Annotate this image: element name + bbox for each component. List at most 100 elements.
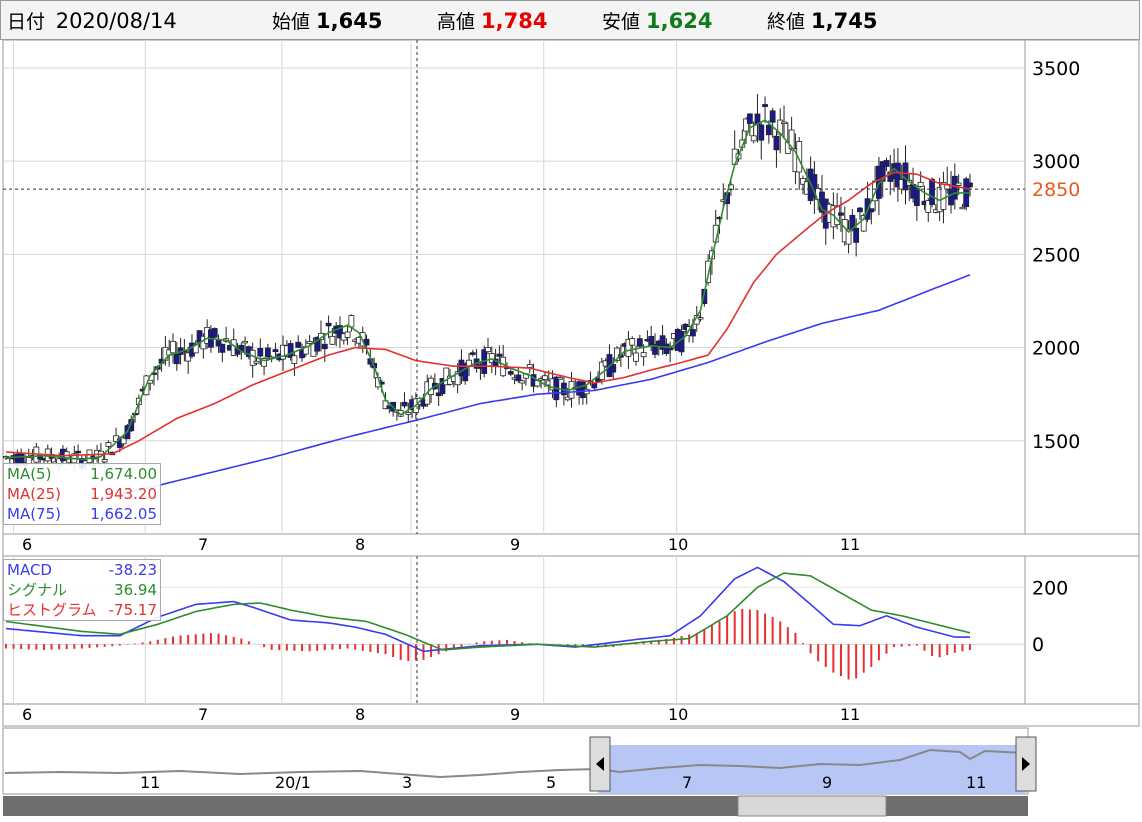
legend-macd: MACD -38.23: [7, 560, 157, 580]
navigator-selection[interactable]: [598, 745, 1026, 794]
candle-body: [321, 343, 328, 350]
month-axis-bottom: [2, 703, 1140, 727]
month-label: 6: [22, 535, 32, 554]
navigator-label: 11: [966, 773, 986, 792]
open-label: 始値: [272, 11, 311, 33]
candle-body: [170, 340, 176, 354]
navigator-label: 9: [822, 773, 832, 792]
candle-body: [879, 161, 886, 182]
candle-body: [557, 377, 564, 380]
macd-tick-label: 200: [1032, 577, 1068, 599]
open-field: 始値 1,645: [272, 7, 382, 34]
month-label: 6: [22, 705, 32, 724]
navigator-scrollbar-thumb[interactable]: [737, 795, 887, 817]
price-tick-label: 2500: [1032, 244, 1080, 266]
candle-body: [929, 178, 935, 205]
candle-body: [860, 215, 867, 232]
candle-body: [743, 118, 749, 132]
macd-legend: MACD -38.23 シグナル 36.94 ヒストグラム -75.17: [3, 559, 161, 621]
candle-body: [542, 375, 548, 380]
candle-body: [211, 328, 218, 338]
main-grid: [3, 40, 1025, 534]
month-axis-top: [2, 533, 1140, 557]
candle-body: [868, 208, 875, 213]
candle-body: [845, 228, 852, 245]
price-header: 日付 2020/08/14 始値 1,645 高値 1,784 安値 1,624 終値…: [0, 0, 1140, 40]
candle-body: [496, 353, 503, 357]
candle-body: [435, 392, 442, 397]
candle-body: [242, 340, 249, 344]
legend-value: 1,943.20: [90, 485, 157, 503]
candle-body: [849, 214, 856, 231]
candle-body: [659, 335, 666, 350]
navigator[interactable]: 11 20/1 3 5 7 9 11: [2, 727, 1037, 817]
month-label: 9: [510, 535, 520, 554]
ma-line: [5, 119, 970, 461]
macd-axis: 0 200: [1032, 577, 1068, 656]
candle-body: [883, 160, 890, 167]
date-field: 日付 2020/08/14: [7, 7, 177, 34]
candle-body: [439, 378, 446, 395]
candle-body: [765, 124, 772, 136]
low-field: 安値 1,624: [602, 7, 712, 34]
arrow-right-icon: [1022, 757, 1030, 771]
legend-value: 1,662.05: [90, 505, 157, 523]
legend-signal: シグナル 36.94: [7, 580, 157, 600]
price-tick-label: 3500: [1032, 58, 1080, 80]
legend-label: シグナル: [7, 581, 68, 599]
price-tick-label: 1500: [1032, 431, 1080, 453]
navigator-label: 3: [402, 773, 412, 792]
candle-body: [405, 412, 412, 415]
candle-body: [344, 331, 351, 338]
high-field: 高値 1,784: [437, 7, 547, 34]
macd-lines: [5, 566, 971, 680]
main-chart-frame: [2, 39, 1140, 535]
close-label: 終値: [767, 11, 806, 33]
month-label: 8: [355, 535, 365, 554]
candle-body: [314, 336, 321, 352]
candle-body: [253, 360, 260, 364]
candle-body: [967, 182, 973, 188]
macd-tick-label: 0: [1032, 634, 1044, 656]
low-label: 安値: [602, 11, 641, 33]
candle-body: [507, 371, 514, 375]
navigator-left-handle[interactable]: [589, 736, 611, 792]
candle-body: [633, 352, 639, 362]
legend-value: -75.17: [108, 601, 157, 619]
candle-body: [306, 341, 313, 344]
navigator-label: 11: [140, 773, 160, 792]
candle-body: [781, 121, 787, 124]
candle-body: [940, 182, 947, 210]
candle-body: [337, 325, 343, 339]
candle-body: [762, 104, 768, 107]
candle-body: [652, 343, 658, 355]
candle-body: [287, 343, 294, 358]
month-label: 11: [840, 535, 860, 554]
candle-body: [454, 371, 461, 386]
legend-ma75: MA(75) 1,662.05: [7, 504, 157, 524]
candle-body: [101, 459, 108, 463]
price-axis: 1500 2000 2500 3000 3500: [1032, 58, 1080, 453]
legend-value: 1,674.00: [90, 465, 157, 483]
navigator-right-handle[interactable]: [1015, 736, 1037, 792]
month-label: 9: [510, 705, 520, 724]
month-label: 11: [840, 705, 860, 724]
candle-body: [697, 317, 704, 320]
candle-body: [75, 450, 82, 454]
high-label: 高値: [437, 11, 476, 33]
candle-body: [219, 343, 226, 353]
candle-body: [526, 364, 533, 368]
candle-body: [640, 352, 647, 358]
open-value: 1,645: [316, 9, 383, 33]
candle-body: [913, 187, 920, 206]
candle-body: [788, 129, 795, 150]
candle-body: [261, 358, 267, 367]
candle-body: [37, 454, 44, 460]
candle-body: [325, 322, 332, 327]
candle-body: [105, 442, 112, 447]
candle-body: [591, 383, 598, 389]
candle-body: [485, 347, 491, 352]
candle-body: [610, 364, 617, 373]
close-field: 終値 1,745: [767, 7, 877, 34]
